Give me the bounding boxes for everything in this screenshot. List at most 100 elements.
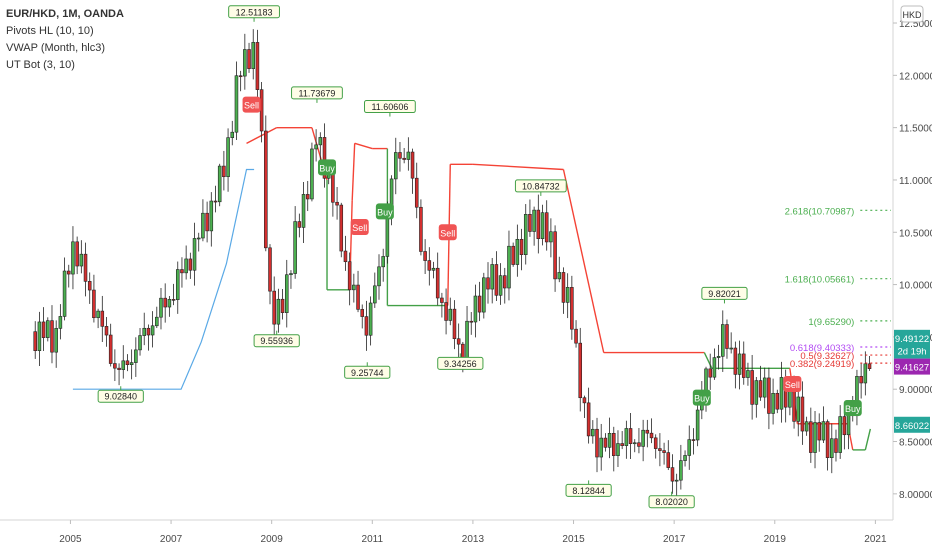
buy-signal[interactable]: Buy [843, 400, 862, 417]
pivot-text: 8.02020 [655, 497, 688, 507]
candle-body [360, 309, 364, 317]
candle [427, 247, 432, 286]
sell-signal[interactable]: Sell [350, 219, 369, 236]
candle [171, 283, 176, 306]
candle [368, 296, 373, 346]
x-tick-label: 2017 [663, 534, 686, 545]
candle [800, 381, 805, 445]
sell-signal[interactable]: Sell [438, 224, 457, 241]
ut-stop-segment [472, 163, 564, 171]
candle [435, 252, 440, 306]
candle-body [834, 438, 838, 453]
candle-body [343, 250, 348, 263]
price-badge-box [894, 416, 930, 433]
candle-body [222, 165, 226, 178]
indicator-vwap[interactable]: VWAP (Month, hlc3) [6, 42, 106, 54]
candle-body [519, 238, 524, 256]
candle-body [540, 212, 545, 239]
candle [163, 283, 167, 323]
candle-body [523, 214, 528, 256]
candle [92, 274, 96, 323]
fib-label: 1(9.65290) [808, 317, 854, 328]
buy-signal[interactable]: Buy [692, 389, 711, 406]
candle-body [318, 137, 323, 146]
candle [523, 204, 528, 265]
price-badge: 2d 19h [894, 342, 930, 359]
candle [117, 363, 121, 386]
candle [125, 354, 130, 372]
pivot-label: 11.73679 [291, 86, 343, 103]
candle [632, 439, 637, 453]
candle [66, 264, 71, 288]
candle-body [729, 347, 733, 350]
candle-body [188, 258, 193, 271]
candle [490, 257, 494, 304]
candle-body [679, 460, 683, 481]
candle [863, 351, 868, 396]
candle-body [762, 377, 767, 398]
signal-box [692, 389, 711, 406]
currency-badge-text: HKD [902, 10, 922, 20]
candle [733, 341, 738, 389]
candle-body [498, 275, 503, 296]
candle-body [754, 380, 759, 405]
candle-body [821, 421, 826, 441]
candle [364, 300, 369, 351]
candle-body [385, 216, 390, 257]
sell-signal[interactable]: Sell [783, 375, 802, 392]
sell-signal[interactable]: Sell [242, 96, 261, 113]
y-tick-label: 9.00000 [899, 385, 932, 396]
candle-body [406, 151, 411, 160]
signal-text: Buy [377, 207, 393, 217]
candle-body [486, 277, 490, 290]
buy-signal[interactable]: Buy [375, 203, 394, 220]
candle [821, 406, 826, 443]
candle [192, 222, 197, 286]
candle [758, 365, 763, 401]
candle-body [809, 421, 813, 453]
fib-label: 1.618(10.05661) [785, 275, 855, 286]
candle-body [201, 212, 205, 239]
indicator-ut-bot[interactable]: UT Bot (3, 10) [6, 59, 75, 71]
candle [184, 245, 188, 280]
candle [519, 228, 524, 271]
candle-body [50, 320, 54, 353]
candle [507, 230, 511, 301]
candle [616, 430, 620, 468]
candle [180, 257, 184, 288]
candle-body [662, 450, 666, 453]
candle [775, 389, 780, 414]
signal-box [318, 159, 337, 176]
symbol-title: EUR/HKD, 1M, OANDA [6, 8, 124, 20]
y-tick-label: 11.00000 [899, 176, 932, 187]
candle [343, 235, 348, 271]
candle-body [544, 212, 549, 243]
x-tick-label: 2019 [764, 534, 787, 545]
price-badge-box [894, 342, 930, 359]
candle-body [347, 261, 352, 291]
price-badge-box [894, 358, 930, 375]
candle [297, 213, 302, 238]
candle-body [578, 342, 583, 399]
candle-body [46, 320, 50, 338]
candle-body [117, 367, 121, 370]
candle-body [653, 437, 658, 449]
indicator-pivots[interactable]: Pivots HL (10, 10) [6, 25, 94, 37]
candle [58, 304, 63, 340]
candle [754, 376, 759, 418]
candle-body [83, 253, 88, 282]
candle [679, 444, 683, 490]
fib-label: 0.382(9.24919) [790, 359, 854, 370]
candle-body [305, 194, 310, 200]
candle-body [402, 157, 406, 160]
buy-signal[interactable]: Buy [318, 159, 337, 176]
candle [746, 362, 750, 386]
candle-body [66, 270, 71, 275]
candle-body [314, 144, 318, 150]
candle-body [771, 393, 775, 414]
candle [532, 206, 536, 246]
candle [796, 390, 801, 437]
ut-stop-segment [864, 428, 872, 451]
